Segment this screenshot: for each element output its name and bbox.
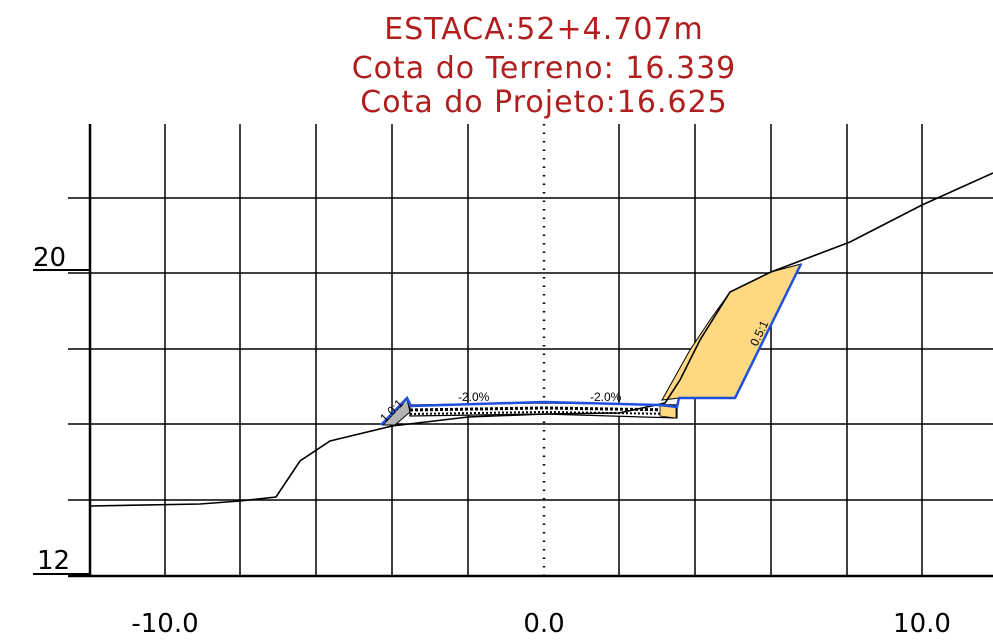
y-label-12: 12 (37, 546, 70, 576)
x-label-10: 10.0 (893, 609, 951, 639)
grid (68, 124, 993, 575)
right-crossfall-label: -2.0% (590, 390, 622, 404)
design-elevation-label: Cota do Projeto:16.625 (360, 85, 728, 120)
ground-elevation-label: Cota do Terreno: 16.339 (352, 51, 737, 86)
station-label: ESTACA:52+4.707m (384, 12, 703, 47)
axes (33, 124, 993, 578)
left-crossfall-label: -2.0% (458, 390, 490, 404)
terrain-line (89, 172, 993, 507)
design-line (380, 263, 803, 426)
x-label-neg10: -10.0 (131, 609, 198, 639)
cut-area (661, 263, 802, 401)
x-label-0: 0.0 (523, 609, 564, 639)
y-label-20: 20 (33, 243, 66, 273)
